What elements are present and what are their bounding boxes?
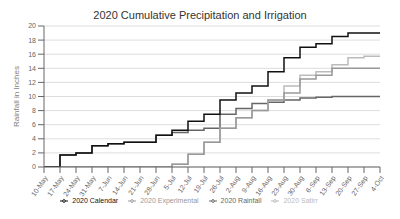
svg-text:7-Jun: 7-Jun: [97, 174, 113, 192]
svg-text:27-Sep: 27-Sep: [350, 174, 370, 197]
svg-text:14: 14: [28, 65, 36, 72]
svg-text:30-Aug: 30-Aug: [286, 174, 306, 197]
svg-text:19-Jul: 19-Jul: [192, 174, 209, 194]
svg-text:16: 16: [28, 51, 36, 58]
svg-text:12: 12: [28, 79, 36, 86]
svg-text:16-Aug: 16-Aug: [254, 174, 273, 197]
svg-text:18: 18: [28, 37, 36, 44]
svg-text:9-Aug: 9-Aug: [240, 174, 257, 194]
svg-text:23-Aug: 23-Aug: [270, 174, 289, 197]
svg-text:28-Jun: 28-Jun: [143, 174, 161, 196]
html-text:2020 Calendar: 2020 Calendar: [72, 197, 119, 204]
svg-text:5-Jul: 5-Jul: [162, 174, 177, 191]
html-text:2020 Satirr: 2020 Satirr: [283, 197, 318, 204]
svg-text:2: 2: [32, 149, 36, 156]
html-text:2020 Rainfall: 2020 Rainfall: [220, 197, 262, 204]
svg-text:6-Sep: 6-Sep: [304, 174, 321, 194]
svg-text:4-Oct: 4-Oct: [369, 174, 385, 192]
svg-text:6: 6: [32, 121, 36, 128]
html-text:2020 Experimental: 2020 Experimental: [140, 197, 199, 204]
svg-text:10-May: 10-May: [29, 174, 49, 198]
html-text:2020 Cumulative Precipitation: 2020 Cumulative Precipitation and Irriga…: [93, 9, 307, 21]
svg-text:Rainfall in Inches: Rainfall in Inches: [12, 66, 21, 127]
svg-text:4: 4: [32, 135, 36, 142]
svg-text:12-Jul: 12-Jul: [176, 174, 193, 194]
svg-text:10: 10: [28, 93, 36, 100]
svg-text:21-Jun: 21-Jun: [127, 174, 145, 196]
svg-text:31-May: 31-May: [78, 174, 98, 198]
svg-text:26-Jul: 26-Jul: [208, 174, 225, 194]
svg-text:8: 8: [32, 107, 36, 114]
svg-text:20: 20: [28, 22, 36, 29]
svg-text:0: 0: [32, 163, 36, 170]
svg-text:24-May: 24-May: [61, 174, 81, 198]
svg-text:20-Sep: 20-Sep: [334, 174, 353, 197]
svg-text:13-Sep: 13-Sep: [318, 174, 337, 197]
svg-text:2-Aug: 2-Aug: [224, 174, 241, 194]
svg-text:14-Jun: 14-Jun: [111, 174, 129, 196]
svg-text:17-May: 17-May: [45, 174, 65, 198]
